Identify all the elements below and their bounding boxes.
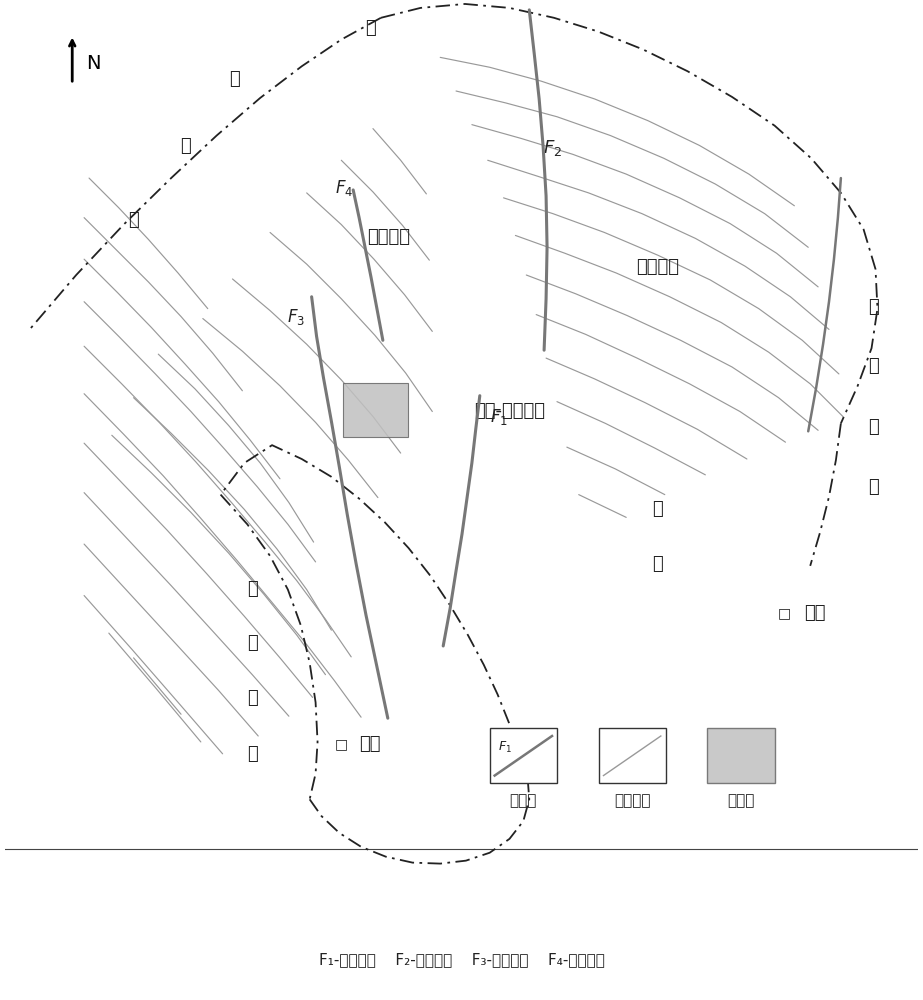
Text: $F_4$: $F_4$ bbox=[335, 178, 354, 198]
Text: N: N bbox=[86, 54, 101, 73]
Text: 次级断层: 次级断层 bbox=[614, 793, 651, 808]
Text: 起: 起 bbox=[653, 555, 664, 573]
Text: $F_1$: $F_1$ bbox=[490, 407, 508, 427]
Text: 凸: 凸 bbox=[246, 689, 258, 707]
Bar bbox=[707, 728, 774, 783]
Text: $F_2$: $F_2$ bbox=[544, 138, 562, 158]
Text: 湖: 湖 bbox=[229, 70, 240, 88]
Text: 长: 长 bbox=[246, 634, 258, 652]
Bar bbox=[490, 728, 557, 783]
Text: 天: 天 bbox=[246, 580, 258, 598]
Text: 天长: 天长 bbox=[359, 735, 380, 753]
Text: F₁-杨村断层    F₂-石岗断层    F₃-铜城断层    F₄-崔庄断层: F₁-杨村断层 F₂-石岗断层 F₃-铜城断层 F₄-崔庄断层 bbox=[318, 952, 605, 968]
Text: 低: 低 bbox=[869, 478, 879, 496]
Text: 高邮: 高邮 bbox=[804, 604, 826, 622]
Text: 建: 建 bbox=[366, 19, 377, 37]
Text: 主断层: 主断层 bbox=[509, 793, 537, 808]
Text: 起: 起 bbox=[246, 745, 258, 763]
Text: 桥: 桥 bbox=[869, 418, 879, 436]
Bar bbox=[598, 728, 665, 783]
Bar bbox=[343, 383, 408, 437]
Text: 塘: 塘 bbox=[869, 357, 879, 375]
Text: 泥水次凹: 泥水次凹 bbox=[636, 258, 679, 276]
Text: 汉洞-龙岗次凹: 汉洞-龙岗次凹 bbox=[474, 402, 545, 420]
Text: □: □ bbox=[335, 737, 348, 751]
Text: 菱: 菱 bbox=[869, 298, 879, 316]
Text: 起: 起 bbox=[128, 211, 139, 229]
Text: $F_1$: $F_1$ bbox=[497, 740, 511, 755]
Text: 隆: 隆 bbox=[180, 137, 190, 155]
Text: $F_3$: $F_3$ bbox=[287, 307, 305, 327]
Text: 三河次凹: 三河次凹 bbox=[367, 228, 411, 246]
Text: □: □ bbox=[778, 606, 791, 620]
Text: 凸: 凸 bbox=[653, 500, 664, 518]
Text: 研究区: 研究区 bbox=[727, 793, 755, 808]
